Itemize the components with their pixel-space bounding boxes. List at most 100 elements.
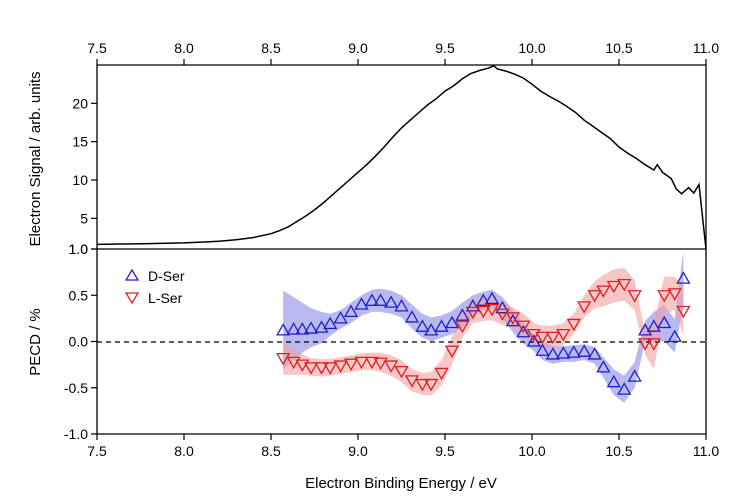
point-d-ser bbox=[646, 319, 661, 332]
point-l-ser bbox=[323, 362, 338, 375]
top-x-tick-label: 9.5 bbox=[435, 40, 455, 56]
bottom-axes: -1.0 -0.5 0.0 0.5 1.0 7.5 8.0 8.5 9.0 9.5 10.0 10.5… bbox=[64, 241, 719, 459]
point-l-ser bbox=[505, 312, 520, 325]
point-l-ser bbox=[637, 338, 653, 351]
legend-label-l-ser: L-Ser bbox=[148, 290, 183, 306]
point-l-ser bbox=[495, 308, 510, 322]
bottom-y-tick-label: -0.5 bbox=[64, 380, 88, 396]
bottom-panel: -1.0 -0.5 0.0 0.5 1.0 7.5 8.0 8.5 9.0 9.5 10.0 10.5… bbox=[27, 241, 719, 492]
top-plot-area bbox=[96, 64, 707, 250]
point-l-ser bbox=[577, 301, 592, 314]
top-axes: 1.0 5 10 15 20 7.5 8.0 8.5 9.0 9.5 10.0 10.5 11.0 bbox=[69, 40, 720, 257]
point-l-ser bbox=[556, 328, 571, 342]
point-d-ser bbox=[535, 343, 550, 356]
bottom-x-tick-label: 8.0 bbox=[174, 443, 194, 459]
bottom-y-tick-label: 1.0 bbox=[69, 241, 89, 257]
point-l-ser bbox=[566, 318, 581, 332]
point-d-ser bbox=[444, 315, 460, 329]
bottom-y-axis-label: PECD / % bbox=[27, 308, 44, 376]
point-l-ser bbox=[343, 358, 359, 372]
point-d-ser bbox=[354, 297, 369, 310]
point-l-ser bbox=[465, 306, 480, 320]
bottom-x-tick-label: 7.5 bbox=[87, 443, 107, 459]
point-d-ser bbox=[434, 319, 449, 332]
bottom-x-tick-label: 10.5 bbox=[605, 443, 632, 459]
point-d-ser bbox=[484, 291, 500, 305]
top-x-tick-label: 8.0 bbox=[174, 40, 194, 56]
point-d-ser bbox=[383, 295, 399, 308]
point-d-ser bbox=[676, 271, 691, 284]
point-d-ser bbox=[404, 310, 420, 323]
point-l-ser bbox=[596, 285, 611, 298]
point-l-ser bbox=[303, 362, 319, 375]
point-d-ser bbox=[505, 313, 520, 327]
point-l-ser bbox=[606, 280, 621, 294]
point-d-ser bbox=[465, 299, 480, 312]
point-d-ser bbox=[423, 323, 439, 336]
top-y-tick-label: 10 bbox=[72, 172, 88, 188]
point-l-ser bbox=[295, 359, 310, 372]
point-l-ser bbox=[286, 356, 301, 370]
point-d-ser bbox=[476, 293, 491, 306]
point-d-ser bbox=[364, 293, 380, 306]
top-x-tick-label: 11.0 bbox=[693, 40, 719, 56]
point-l-ser bbox=[434, 367, 449, 381]
top-y-tick-label: 1.0 bbox=[69, 241, 89, 257]
top-panel: 1.0 5 10 15 20 7.5 8.0 8.5 9.0 9.5 10.0 10.5 11.0 El… bbox=[27, 40, 719, 257]
point-l-ser bbox=[394, 365, 409, 379]
point-l-ser bbox=[383, 360, 399, 373]
point-l-ser bbox=[484, 303, 500, 317]
top-y-tick-label: 15 bbox=[72, 134, 88, 150]
point-l-ser bbox=[545, 331, 561, 345]
point-l-ser bbox=[423, 378, 439, 392]
point-d-ser bbox=[276, 323, 291, 336]
point-l-ser bbox=[587, 290, 602, 303]
point-d-ser bbox=[657, 315, 672, 329]
bottom-y-tick-label: -1.0 bbox=[64, 426, 88, 442]
point-l-ser bbox=[617, 279, 632, 292]
point-d-ser bbox=[303, 321, 319, 334]
point-l-ser bbox=[535, 331, 550, 345]
point-d-ser bbox=[627, 369, 642, 382]
top-x-tick-label: 8.5 bbox=[261, 40, 281, 56]
point-d-ser bbox=[295, 322, 310, 335]
point-d-ser bbox=[516, 324, 531, 338]
bottom-y-tick-label: 0.5 bbox=[69, 287, 89, 303]
point-l-ser bbox=[354, 356, 369, 370]
point-l-ser bbox=[373, 357, 388, 371]
point-d-ser bbox=[566, 345, 581, 358]
point-l-ser bbox=[444, 345, 460, 359]
top-x-tick-label: 9.0 bbox=[348, 40, 368, 56]
bottom-x-axis-label: Electron Binding Energy / eV bbox=[305, 475, 497, 492]
point-d-ser bbox=[415, 319, 430, 332]
point-l-ser bbox=[516, 320, 531, 334]
point-d-ser bbox=[606, 374, 621, 388]
point-l-ser bbox=[415, 378, 430, 392]
point-d-ser bbox=[495, 300, 510, 314]
point-d-ser bbox=[667, 329, 682, 343]
point-d-ser bbox=[286, 322, 301, 335]
point-l-ser bbox=[627, 290, 642, 303]
bottom-x-tick-label: 11.0 bbox=[693, 443, 719, 459]
point-d-ser bbox=[596, 360, 611, 373]
point-l-ser bbox=[314, 362, 329, 375]
bottom-x-tick-label: 10.0 bbox=[518, 443, 545, 459]
point-d-ser bbox=[545, 347, 561, 360]
bottom-y-tick-label: 0.0 bbox=[69, 334, 89, 350]
point-d-ser bbox=[587, 347, 602, 360]
point-l-ser bbox=[276, 353, 291, 366]
top-y-tick-label: 20 bbox=[72, 95, 88, 111]
point-l-ser bbox=[526, 328, 541, 342]
point-l-ser bbox=[364, 356, 380, 370]
point-d-ser bbox=[333, 311, 348, 324]
point-l-ser bbox=[476, 305, 491, 319]
point-l-ser bbox=[455, 320, 470, 334]
top-x-tick-label: 10.5 bbox=[605, 40, 632, 56]
legend-marker-l-ser bbox=[124, 292, 140, 305]
legend-label-d-ser: D-Ser bbox=[148, 268, 185, 284]
bottom-markers bbox=[276, 271, 691, 395]
top-y-tick-label: 5 bbox=[80, 210, 88, 226]
legend: D-Ser L-Ser bbox=[124, 268, 185, 306]
point-l-ser bbox=[676, 305, 691, 319]
